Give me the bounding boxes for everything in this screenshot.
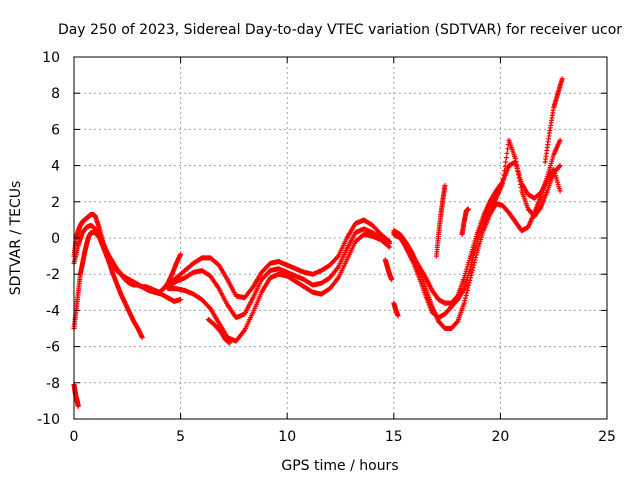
- data-point-marker: [470, 265, 476, 271]
- data-point-marker: [470, 255, 476, 261]
- data-layer: [71, 76, 565, 409]
- series-track-h: [205, 316, 233, 346]
- chart-title: Day 250 of 2023, Sidereal Day-to-day VTE…: [58, 22, 622, 38]
- data-point-marker: [471, 252, 477, 258]
- data-point-marker: [502, 163, 508, 169]
- x-tick-label: 10: [278, 429, 296, 445]
- y-tick-label: 4: [51, 159, 60, 175]
- data-point-marker: [469, 270, 475, 276]
- data-point-marker: [517, 181, 523, 187]
- data-point-marker: [387, 244, 393, 250]
- tick-layer: 0 5 10 15 20 25 -10 -8 -6 -4 -2 0 2 4 6 8 10: [37, 50, 616, 445]
- data-point-marker: [518, 185, 524, 191]
- data-point-marker: [468, 262, 474, 268]
- data-point-marker: [503, 155, 509, 161]
- y-tick-label: -2: [46, 267, 60, 283]
- data-point-marker: [471, 250, 477, 256]
- data-point-marker: [461, 300, 467, 306]
- data-point-marker: [465, 285, 471, 291]
- series-track-p: [459, 206, 471, 237]
- y-tick-label: 8: [51, 86, 60, 102]
- series-track-g: [165, 231, 393, 344]
- y-tick-label: 0: [51, 231, 60, 247]
- data-point-marker: [505, 146, 511, 152]
- x-tick-label: 5: [176, 429, 185, 445]
- x-axis-label: GPS time / hours: [281, 458, 398, 474]
- data-point-marker: [464, 287, 470, 293]
- data-point-marker: [465, 206, 471, 212]
- data-point-marker: [557, 163, 563, 169]
- x-tick-label: 15: [385, 429, 403, 445]
- data-point-marker: [512, 155, 518, 161]
- y-tick-label: 2: [51, 195, 60, 211]
- y-tick-label: 6: [51, 122, 60, 138]
- data-point-marker: [516, 175, 522, 181]
- x-tick-label: 25: [598, 429, 616, 445]
- series-track-i: [382, 257, 395, 283]
- series-track-f: [165, 226, 393, 321]
- data-point-marker: [501, 168, 507, 174]
- data-point-marker: [473, 243, 479, 249]
- series-track-m: [391, 137, 563, 321]
- series-track-o: [433, 183, 448, 259]
- series-track-e: [165, 217, 393, 301]
- data-point-marker: [463, 293, 469, 299]
- data-point-marker: [462, 298, 468, 304]
- data-point-marker: [515, 168, 521, 174]
- data-point-marker: [514, 165, 520, 171]
- data-point-marker: [557, 137, 563, 143]
- data-point-marker: [227, 340, 233, 346]
- data-point-marker: [395, 313, 401, 319]
- data-point-marker: [472, 247, 478, 253]
- data-point-marker: [178, 251, 184, 257]
- data-point-marker: [462, 295, 468, 301]
- data-point-marker: [139, 335, 145, 341]
- series-track-b: [71, 230, 145, 341]
- y-tick-label: 10: [42, 50, 60, 66]
- data-point-marker: [504, 150, 510, 156]
- data-point-marker: [464, 290, 470, 296]
- data-point-marker: [386, 243, 392, 249]
- data-point-marker: [75, 403, 81, 409]
- data-point-marker: [559, 76, 565, 82]
- data-point-marker: [473, 245, 479, 251]
- data-point-marker: [537, 205, 543, 211]
- series-track-j: [391, 300, 401, 319]
- data-point-marker: [503, 159, 509, 165]
- y-axis-label: SDTVAR / TECUs: [8, 181, 24, 296]
- data-point-marker: [389, 277, 395, 283]
- data-point-marker: [178, 297, 184, 303]
- data-point-marker: [469, 257, 475, 263]
- data-point-marker: [466, 280, 472, 286]
- x-tick-label: 0: [70, 429, 79, 445]
- y-tick-label: -4: [46, 303, 60, 319]
- data-point-marker: [514, 162, 520, 168]
- data-point-marker: [442, 183, 448, 189]
- data-point-marker: [513, 159, 519, 165]
- y-tick-label: -8: [46, 376, 60, 392]
- y-tick-label: -10: [37, 412, 60, 428]
- series-track-d: [71, 222, 184, 304]
- data-point-marker: [466, 282, 472, 288]
- data-point-marker: [469, 267, 475, 273]
- data-point-marker: [500, 181, 506, 187]
- y-tick-label: -6: [46, 340, 60, 356]
- data-point-marker: [557, 188, 563, 194]
- data-point-marker: [500, 176, 506, 182]
- data-point-marker: [556, 163, 562, 169]
- data-point-marker: [516, 172, 522, 178]
- series-track-n: [542, 76, 565, 165]
- data-point-marker: [335, 254, 341, 260]
- data-point-marker: [468, 264, 474, 270]
- data-point-marker: [454, 319, 460, 325]
- data-point-marker: [501, 172, 507, 178]
- data-point-marker: [517, 178, 523, 184]
- x-tick-label: 20: [491, 429, 509, 445]
- data-point-marker: [469, 259, 475, 265]
